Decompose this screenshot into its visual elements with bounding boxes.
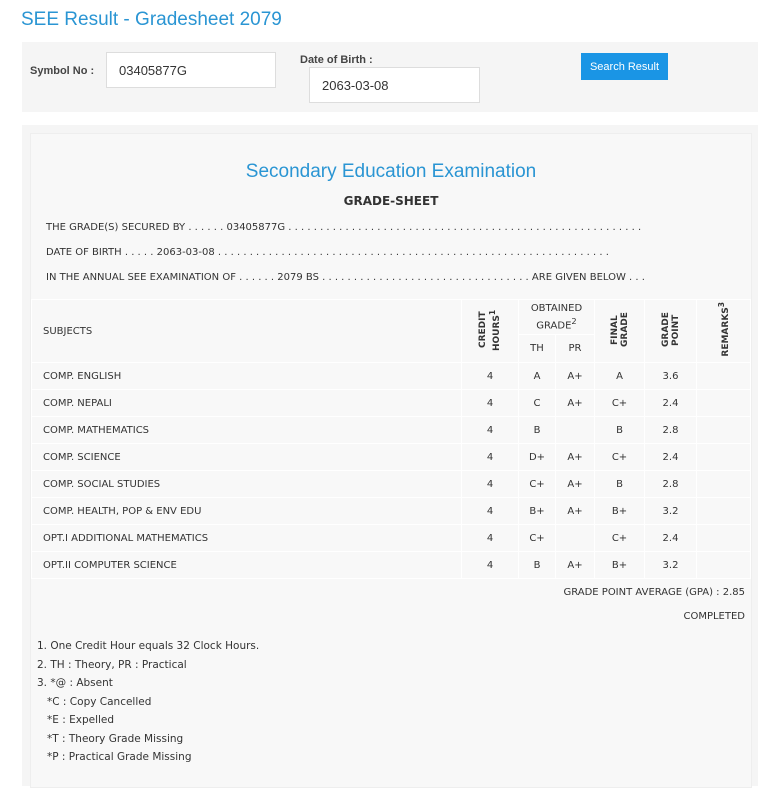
cell-gp: 2.8	[644, 416, 697, 444]
header-th: TH	[518, 333, 556, 364]
cell-remarks	[696, 551, 751, 579]
cell-credit: 4	[461, 389, 519, 417]
cell-final: B	[594, 416, 645, 444]
table-row: OPT.I ADDITIONAL MATHEMATICS 4 C+ C+ 2.4	[31, 524, 751, 552]
table-row: COMP. HEALTH, POP & ENV EDU 4 B+ A+ B+ 3.2	[31, 497, 751, 525]
table-row: COMP. MATHEMATICS 4 B B 2.8	[31, 416, 751, 444]
symbol-input[interactable]	[106, 52, 276, 88]
cell-th: C	[518, 389, 556, 417]
table-row: OPT.II COMPUTER SCIENCE 4 B A+ B+ 3.2	[31, 551, 751, 579]
cell-final: C+	[594, 389, 645, 417]
cell-credit: 4	[461, 362, 519, 390]
cell-pr: A+	[555, 497, 595, 525]
note-item: 3. *@ : Absent	[37, 677, 113, 689]
cell-gp: 2.4	[644, 524, 697, 552]
cell-th: C+	[518, 470, 556, 498]
cell-credit: 4	[461, 497, 519, 525]
exam-line: IN THE ANNUAL SEE EXAMINATION OF . . . .…	[46, 272, 645, 283]
table-row: COMP. ENGLISH 4 A A+ A 3.6	[31, 362, 751, 390]
page-title: SEE Result - Gradesheet 2079	[21, 9, 282, 30]
cell-final: B+	[594, 497, 645, 525]
cell-subject: OPT.II COMPUTER SCIENCE	[31, 551, 462, 579]
cell-remarks	[696, 389, 751, 417]
cell-pr: A+	[555, 551, 595, 579]
cell-gp: 2.4	[644, 443, 697, 471]
cell-th: B	[518, 416, 556, 444]
cell-final: B	[594, 470, 645, 498]
note-item: *E : Expelled	[37, 714, 115, 726]
header-obtained: OBTAINED GRADE2	[518, 299, 595, 335]
note-item: 1. One Credit Hour equals 32 Clock Hours…	[37, 640, 260, 652]
cell-th: C+	[518, 524, 556, 552]
dob-input[interactable]	[309, 67, 480, 103]
note-item: *P : Practical Grade Missing	[37, 751, 192, 763]
header-final: FINAL GRADE	[594, 299, 645, 363]
cell-final: C+	[594, 524, 645, 552]
cell-final: A	[594, 362, 645, 390]
gradesheet-heading: GRADE-SHEET	[343, 194, 439, 208]
secured-by-line: THE GRADE(S) SECURED BY . . . . . . 0340…	[46, 222, 642, 233]
grade-table: SUBJECTS CREDIT HOURS1 OBTAINED GRADE2 F…	[31, 299, 751, 579]
cell-gp: 3.2	[644, 497, 697, 525]
cell-remarks	[696, 362, 751, 390]
cell-subject: COMP. SOCIAL STUDIES	[31, 470, 462, 498]
search-result-button[interactable]: Search Result	[581, 53, 668, 80]
cell-subject: COMP. MATHEMATICS	[31, 416, 462, 444]
cell-subject: OPT.I ADDITIONAL MATHEMATICS	[31, 524, 462, 552]
symbol-label: Symbol No :	[30, 65, 95, 77]
cell-gp: 3.2	[644, 551, 697, 579]
table-row: COMP. SOCIAL STUDIES 4 C+ A+ B 2.8	[31, 470, 751, 498]
gpa: GRADE POINT AVERAGE (GPA) : 2.85	[563, 587, 745, 598]
table-row: COMP. SCIENCE 4 D+ A+ C+ 2.4	[31, 443, 751, 471]
note-item: *T : Theory Grade Missing	[37, 732, 184, 745]
cell-th: B	[518, 551, 556, 579]
cell-credit: 4	[461, 551, 519, 579]
dob-line: DATE OF BIRTH . . . . . 2063-03-08 . . .…	[46, 247, 609, 258]
cell-th: A	[518, 362, 556, 390]
cell-th: B+	[518, 497, 556, 525]
table-row: COMP. NEPALI 4 C A+ C+ 2.4	[31, 389, 751, 417]
cell-pr: A+	[555, 470, 595, 498]
cell-remarks	[696, 416, 751, 444]
header-gp: GRADE POINT	[644, 299, 697, 363]
cell-subject: COMP. ENGLISH	[31, 362, 462, 390]
cell-gp: 2.8	[644, 470, 697, 498]
header-credit: CREDIT HOURS1	[461, 299, 519, 363]
cell-subject: COMP. HEALTH, POP & ENV EDU	[31, 497, 462, 525]
cell-remarks	[696, 470, 751, 498]
notes: 1. One Credit Hour equals 32 Clock Hours…	[37, 637, 259, 767]
cell-gp: 3.6	[644, 362, 697, 390]
cell-pr: A+	[555, 443, 595, 471]
cell-credit: 4	[461, 470, 519, 498]
note-item: *C : Copy Cancelled	[37, 695, 152, 708]
result-status: COMPLETED	[683, 611, 745, 622]
cell-pr	[555, 524, 595, 552]
cell-credit: 4	[461, 524, 519, 552]
cell-pr	[555, 416, 595, 444]
cell-th: D+	[518, 443, 556, 471]
note-item: 2. TH : Theory, PR : Practical	[37, 658, 187, 671]
cell-remarks	[696, 497, 751, 525]
cell-credit: 4	[461, 416, 519, 444]
header-pr: PR	[555, 333, 595, 364]
cell-gp: 2.4	[644, 389, 697, 417]
cell-subject: COMP. NEPALI	[31, 389, 462, 417]
cell-credit: 4	[461, 443, 519, 471]
cell-remarks	[696, 443, 751, 471]
dob-label: Date of Birth :	[300, 54, 373, 66]
exam-heading: Secondary Education Examination	[245, 161, 537, 182]
cell-final: B+	[594, 551, 645, 579]
cell-pr: A+	[555, 362, 595, 390]
cell-subject: COMP. SCIENCE	[31, 443, 462, 471]
header-remarks: REMARKS3	[696, 299, 751, 363]
header-subjects: SUBJECTS	[31, 299, 462, 363]
cell-pr: A+	[555, 389, 595, 417]
cell-remarks	[696, 524, 751, 552]
cell-final: C+	[594, 443, 645, 471]
result-panel: Secondary Education Examination GRADE-SH…	[22, 125, 758, 788]
